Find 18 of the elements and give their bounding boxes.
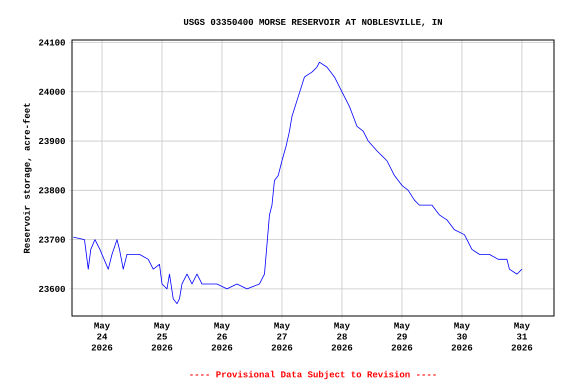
x-tick-label: May 26 2026 <box>212 322 232 351</box>
y-axis-title: Reservoir storage, acre-feet <box>23 103 32 254</box>
x-tick-label: May 24 2026 <box>92 322 112 351</box>
x-tick-label: May 29 2026 <box>392 322 412 351</box>
x-tick-label: May 31 2026 <box>512 322 532 351</box>
x-tick-label: May 27 2026 <box>272 322 292 351</box>
y-tick-label: 24000 <box>38 88 65 95</box>
x-tick-label: May 28 2026 <box>332 322 352 351</box>
line-series <box>72 62 522 304</box>
text: ---- Provisional Data Subject to Revision ---- <box>190 370 436 380</box>
y-tick-label: 24100 <box>38 39 65 46</box>
y-tick-label: 23900 <box>38 138 65 144</box>
x-tick-label: May 25 2026 <box>152 322 172 351</box>
y-tick-label: 23800 <box>38 187 65 194</box>
chart-title: USGS 03350400 MORSE RESERVOIR AT NOBLESVILLE, IN <box>184 18 442 26</box>
y-tick-label: 23700 <box>38 236 65 243</box>
y-tick-label: 23600 <box>38 286 65 292</box>
x-tick-label: May 30 2026 <box>452 322 472 351</box>
